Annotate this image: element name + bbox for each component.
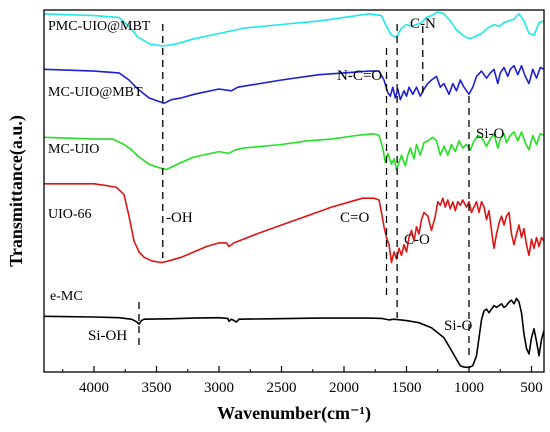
annotation-c-eq-o: C=O <box>340 210 369 226</box>
x-axis-ticks: 4000 3500 3000 2500 2000 1500 1000 500 <box>62 366 543 396</box>
annotation-c-o: C-O <box>404 232 430 248</box>
x-tick-label-2000: 2000 <box>329 380 359 396</box>
spectra-curves <box>43 11 545 369</box>
reference-lines <box>138 24 470 356</box>
series-label-mc-uio-mbt: MC-UIO@MBT <box>48 85 143 100</box>
series-label-uio-66: UIO-66 <box>48 207 92 222</box>
annotation-oh: -OH <box>166 210 193 226</box>
annotation-si-o-bottom: Si-O <box>444 318 473 334</box>
x-tick-label-3000: 3000 <box>204 380 234 396</box>
x-tick-label-4000: 4000 <box>79 380 109 396</box>
plot-frame <box>43 9 545 373</box>
annotation-si-o-top: Si-O <box>476 126 505 142</box>
series-line-mc-uio <box>43 131 545 171</box>
x-tick-label-500: 500 <box>520 380 543 396</box>
x-tick-label-1000: 1000 <box>454 380 484 396</box>
series-label-e-mc: e-MC <box>50 289 83 304</box>
annotation-n-c-o: N-C=O <box>337 68 382 84</box>
x-tick-label-2500: 2500 <box>267 380 297 396</box>
series-label-pmc-uio-mbt: PMC-UIO@MBT <box>48 19 151 34</box>
series-line-uio-66 <box>44 183 545 264</box>
x-axis-title: Wavenumber(cm⁻¹) <box>217 403 371 424</box>
annotation-si-oh: Si-OH <box>88 328 127 344</box>
series-line-e-mc <box>43 297 545 369</box>
annotation-c-n: C-N <box>410 16 436 32</box>
x-tick-label-1500: 1500 <box>392 380 422 396</box>
y-axis-title: Transmittance(a.u.) <box>6 115 27 267</box>
x-tick-label-3500: 3500 <box>142 380 172 396</box>
series-label-mc-uio: MC-UIO <box>48 142 99 157</box>
series-line-pmc-uio-mbt <box>43 11 545 47</box>
